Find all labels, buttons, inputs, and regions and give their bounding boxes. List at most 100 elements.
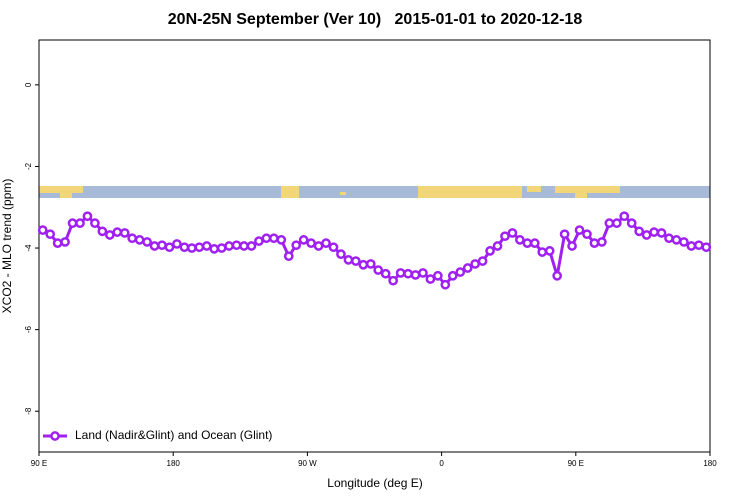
data-point: [589, 238, 600, 248]
data-point: [157, 240, 167, 251]
data-point: [328, 242, 339, 253]
data-point: [403, 268, 413, 279]
data-point: [358, 259, 369, 270]
data-point: [231, 240, 242, 251]
data-point: [634, 226, 645, 237]
data-point: [269, 233, 279, 244]
data-point: [112, 227, 123, 237]
data-point: [380, 268, 391, 279]
y-tick-label: 0: [24, 82, 33, 87]
data-point: [500, 231, 510, 242]
data-point: [164, 242, 175, 253]
x-tick-label: 90 E: [568, 459, 584, 468]
data-point: [343, 255, 354, 265]
data-point: [216, 243, 227, 253]
legend: Land (Nadir&Glint) and Ocean (Glint): [43, 428, 272, 442]
chart-title: 20N-25N September (Ver 10) 2015-01-01 to…: [168, 11, 583, 28]
y-tick-label: -8: [24, 407, 33, 415]
land: [527, 186, 541, 192]
data-point: [37, 225, 48, 235]
data-point: [433, 270, 443, 281]
data-point: [440, 279, 451, 290]
x-tick-label: 90 W: [298, 459, 317, 468]
data-point: [597, 237, 607, 247]
data-point: [67, 218, 78, 229]
data-point: [149, 241, 160, 251]
data-point: [134, 235, 145, 245]
y-axis-title: XCO2 - MLO trend (ppm): [0, 179, 14, 314]
data-point: [142, 237, 152, 247]
data-point: [388, 275, 398, 286]
data-point: [641, 230, 652, 240]
land: [60, 186, 72, 198]
data-point: [619, 211, 630, 222]
y-tick-label: -2: [24, 162, 33, 170]
data-point: [656, 228, 667, 238]
data-point: [104, 230, 115, 240]
data-point: [90, 218, 100, 229]
data-point: [529, 238, 540, 248]
data-point: [582, 229, 592, 240]
data-point: [209, 244, 220, 254]
data-point: [373, 265, 384, 275]
land: [575, 186, 587, 198]
x-tick-label: 0: [439, 459, 444, 468]
data-point: [351, 256, 361, 266]
data-point: [179, 242, 190, 253]
data-point: [604, 218, 615, 229]
data-point: [186, 243, 197, 253]
y-tick-label: -6: [24, 326, 33, 334]
data-point: [693, 240, 704, 251]
data-point: [567, 241, 577, 251]
x-tick-label: 90 E: [31, 459, 47, 468]
data-point: [679, 237, 689, 247]
data-point: [52, 238, 63, 248]
data-point: [291, 240, 302, 251]
data-point: [455, 267, 466, 277]
data-point: [276, 235, 287, 245]
data-point: [410, 270, 421, 280]
data-point: [75, 218, 85, 229]
data-point: [246, 241, 257, 251]
data-point: [492, 241, 503, 251]
data-point: [194, 242, 205, 253]
data-point: [425, 274, 436, 284]
data-point: [224, 241, 234, 251]
data-point: [306, 238, 316, 248]
land: [555, 186, 620, 193]
data-point: [664, 233, 674, 244]
x-axis-title: Longitude (deg E): [327, 476, 422, 490]
data-point: [60, 237, 70, 247]
data-point: [701, 242, 712, 253]
data-point: [418, 268, 428, 278]
data-point: [395, 268, 406, 278]
land: [281, 186, 299, 198]
map-strip: [39, 186, 710, 198]
data-point: [611, 218, 622, 229]
ocean: [39, 186, 710, 198]
data-point: [45, 229, 56, 240]
y-tick-label: -4: [24, 244, 33, 252]
data-point: [336, 249, 346, 260]
data-point: [537, 247, 548, 257]
data-point: [127, 233, 138, 244]
data-point: [365, 259, 376, 269]
data-point: [507, 228, 518, 238]
data-point: [82, 211, 93, 222]
data-point: [201, 241, 212, 251]
legend-swatch-marker: [50, 431, 60, 441]
data-point: [239, 241, 249, 251]
data-point: [462, 263, 473, 273]
data-point: [313, 241, 324, 251]
data-point: [254, 236, 264, 246]
data-point: [671, 235, 682, 245]
data-point: [626, 218, 637, 229]
data-point: [485, 246, 495, 256]
data-point: [447, 270, 458, 281]
data-point: [574, 225, 585, 235]
data-point: [515, 235, 525, 245]
data-point: [298, 235, 309, 245]
data-point: [283, 251, 294, 262]
